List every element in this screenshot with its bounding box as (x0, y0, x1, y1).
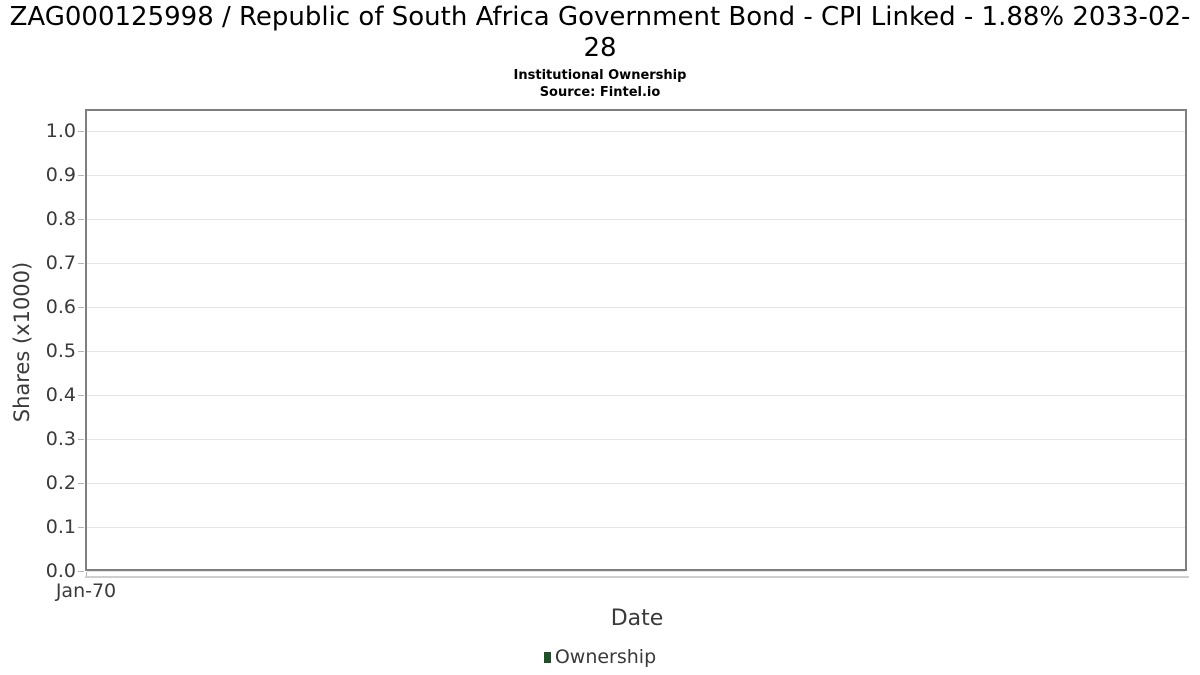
y-tick-label: 0.1 (45, 516, 76, 538)
chart-subtitle: Institutional Ownership (513, 68, 687, 83)
x-tick-label: Jan-70 (55, 580, 117, 602)
y-tick-mark (78, 219, 84, 220)
chart-title: ZAG000125998 / Republic of South Africa … (9, 2, 1191, 63)
y-tick-label: 0.4 (45, 384, 76, 406)
gridline (87, 483, 1185, 484)
y-tick-label: 1.0 (45, 120, 76, 142)
y-tick-mark (78, 395, 84, 396)
gridline (87, 439, 1185, 440)
y-tick-label: 0.2 (45, 472, 76, 494)
gridline (87, 307, 1185, 308)
gridline (87, 175, 1185, 176)
y-tick-label: 0.9 (45, 164, 76, 186)
gridline (87, 395, 1185, 396)
gridline (87, 219, 1185, 220)
gridline (87, 263, 1185, 264)
legend: Ownership (0, 646, 1200, 668)
y-tick-label: 0.6 (45, 296, 76, 318)
x-axis-label: Date (610, 606, 664, 631)
y-tick-mark (78, 439, 84, 440)
y-tick-mark (78, 571, 84, 572)
y-tick-mark (78, 351, 84, 352)
plot-area (85, 109, 1187, 572)
y-tick-label: 0.7 (45, 252, 76, 274)
y-tick-mark (78, 527, 84, 528)
gridline (87, 131, 1185, 132)
y-tick-label: 0.0 (45, 560, 76, 582)
y-tick-mark (78, 175, 84, 176)
y-tick-label: 0.8 (45, 208, 76, 230)
y-tick-mark (78, 483, 84, 484)
x-axis-baseline (85, 576, 1189, 578)
gridline (87, 351, 1185, 352)
gridline (87, 571, 1185, 572)
y-tick-mark (78, 263, 84, 264)
legend-swatch-ownership (543, 652, 551, 663)
legend-label-ownership: Ownership (554, 646, 657, 668)
gridline (87, 527, 1185, 528)
y-tick-mark (78, 307, 84, 308)
y-tick-label: 0.5 (45, 340, 76, 362)
y-tick-mark (78, 131, 84, 132)
x-tick-mark (86, 572, 87, 578)
chart-source: Source: Fintel.io (539, 85, 661, 100)
y-tick-label: 0.3 (45, 428, 76, 450)
